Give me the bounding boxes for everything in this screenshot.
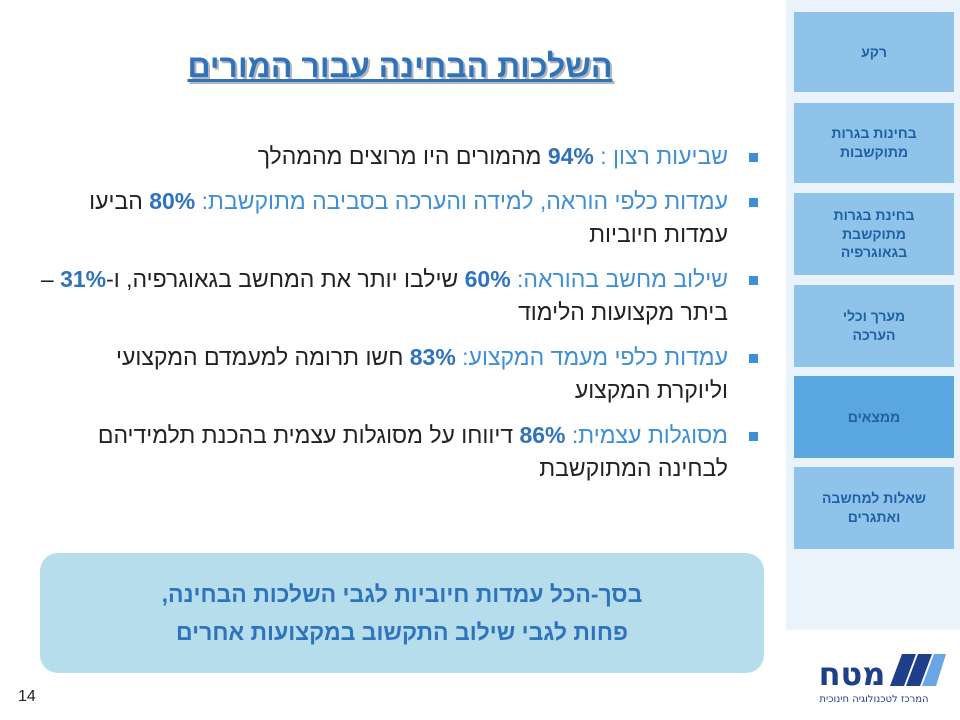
bullet-square-icon	[749, 153, 758, 162]
summary-box: בסך-הכל עמדות חיוביות לגבי השלכות הבחינה…	[40, 553, 764, 673]
sidebar-item-computerized-exams[interactable]: בחינות בגרות מתוקשבות	[794, 103, 954, 183]
logo-wordmark: מטח	[819, 655, 886, 693]
findings-list: שביעות רצון : 94% מהמורים היו מרוצים מהמ…	[40, 140, 762, 497]
bullet-attitudes-teaching: עמדות כלפי הוראה, למידה והערכה בסביבה מת…	[40, 185, 762, 251]
bullet-square-icon	[749, 354, 758, 363]
bullet-text: חשו תרומה למעמדם המקצועי וליוקרת המקצוע	[116, 344, 728, 403]
bullet-percent: 83%	[409, 344, 456, 370]
sidebar: רקע בחינות בגרות מתוקשבות בחינת בגרות מת…	[786, 0, 960, 630]
bullet-label: עמדות כלפי מעמד המקצוע:	[462, 344, 728, 370]
sidebar-item-assessment-tools[interactable]: מערך וכלי הערכה	[794, 285, 954, 367]
slide-title: השלכות הבחינה עבור המורים	[187, 48, 613, 84]
logo-stripes-icon	[890, 654, 946, 686]
sidebar-item-geography-exam[interactable]: בחינת בגרות מתוקשבת בגאוגרפיה	[794, 193, 954, 275]
bullet-square-icon	[749, 198, 758, 207]
bullet-label: עמדות כלפי הוראה, למידה והערכה בסביבה מת…	[201, 188, 728, 214]
bullet-label: מסוגלות עצמית:	[571, 422, 728, 448]
bullet-self-efficacy: מסוגלות עצמית: 86% דיווחו על מסוגלות עצמ…	[40, 419, 762, 485]
matach-logo: מטח המרכז לטכנולוגיה חינוכית	[819, 654, 946, 705]
page-number: 14	[18, 688, 36, 705]
bullet-percent: 86%	[519, 422, 566, 448]
bullet-label: שביעות רצון :	[600, 143, 728, 169]
bullet-percent: 94%	[547, 143, 594, 169]
sidebar-item-findings[interactable]: ממצאים	[794, 376, 954, 458]
summary-line-2: פחות לגבי שילוב התקשוב במקצועות אחרים	[176, 619, 628, 645]
bullet-square-icon	[749, 432, 758, 441]
summary-line-1: בסך-הכל עמדות חיוביות לגבי השלכות הבחינה…	[161, 581, 643, 607]
bullet-text: שילבו יותר את המחשב בגאוגרפיה, ו-	[106, 266, 465, 292]
bullet-square-icon	[749, 276, 758, 285]
bullet-text-secondary: – ביתר מקצועות הלימוד	[40, 266, 728, 325]
bullet-text: מהמורים היו מרוצים מהמהלך	[257, 143, 548, 169]
bullet-percent-secondary: 31%	[60, 266, 107, 292]
bullet-label: שילוב מחשב בהוראה:	[517, 266, 728, 292]
bullet-text: הביעו עמדות חיוביות	[89, 188, 728, 247]
bullet-computer-integration: שילוב מחשב בהוראה: 60% שילבו יותר את המח…	[40, 263, 762, 329]
sidebar-item-questions[interactable]: שאלות למחשבה ואתגרים	[794, 467, 954, 549]
bullet-percent: 60%	[464, 266, 511, 292]
sidebar-item-background[interactable]: רקע	[794, 12, 954, 92]
bullet-profession-status: עמדות כלפי מעמד המקצוע: 83% חשו תרומה למ…	[40, 341, 762, 407]
bullet-satisfaction: שביעות רצון : 94% מהמורים היו מרוצים מהמ…	[40, 140, 762, 173]
bullet-text: דיווחו על מסוגלות עצמית בהכנת תלמידיהם ל…	[97, 422, 728, 481]
logo-tagline: המרכז לטכנולוגיה חינוכית	[819, 694, 928, 705]
bullet-percent: 80%	[149, 188, 196, 214]
